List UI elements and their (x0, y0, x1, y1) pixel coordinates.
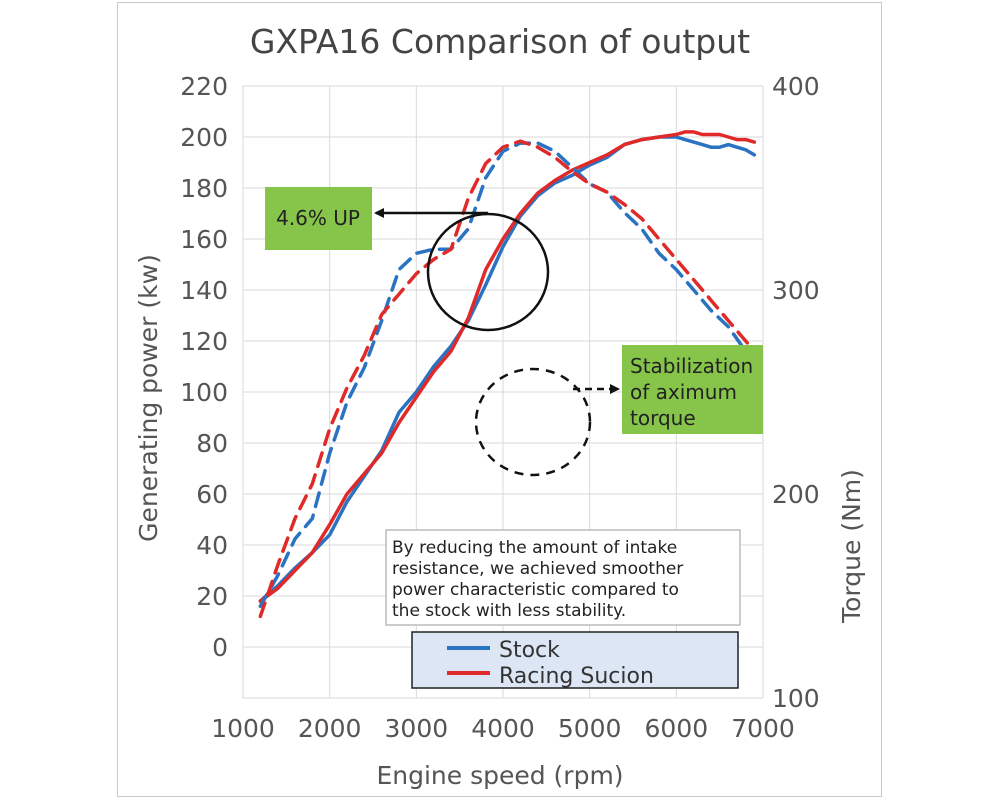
left-tick-label: 40 (196, 531, 228, 560)
legend-racing-label: Racing Sucion (499, 664, 654, 689)
x-tick-label: 6000 (645, 714, 709, 743)
x-tick-label: 3000 (385, 714, 449, 743)
power-line-racing-sucion (258, 130, 757, 603)
legend-stock-label: Stock (499, 638, 560, 663)
x-axis-ticks: 1000 2000 3000 4000 5000 6000 7000 (211, 714, 795, 743)
power-gain-box (265, 187, 372, 250)
power-line-stock (258, 135, 757, 603)
x-tick-label: 1000 (211, 714, 275, 743)
note-line-3: power characteristic compared to (392, 580, 679, 600)
legend-box (411, 631, 739, 689)
left-tick-label: 220 (180, 72, 228, 101)
left-tick-label: 160 (180, 225, 228, 254)
left-tick-label: 20 (196, 582, 228, 611)
note-line-2: resistance, we achieved smoother (392, 559, 683, 579)
torque-stability-circle (474, 367, 592, 477)
torque-stability-line-3: torque (630, 406, 696, 430)
left-tick-label: 100 (180, 378, 228, 407)
torque-stability-line-1: Stabilization (630, 354, 753, 378)
right-tick-label: 400 (772, 72, 820, 101)
right-tick-label: 100 (772, 684, 820, 713)
torque-stability-line-2: of aximum (630, 380, 737, 404)
left-tick-label: 180 (180, 174, 228, 203)
x-tick-label: 4000 (471, 714, 535, 743)
right-tick-label: 200 (772, 480, 820, 509)
left-tick-label: 200 (180, 123, 228, 152)
torque-line-stock (258, 141, 757, 608)
x-axis-label: Engine speed (rpm) (376, 761, 623, 790)
torque-line-racing-sucion (258, 139, 757, 619)
right-axis-label: Torque (Nm) (837, 469, 866, 624)
note-line-4: the stock with less stability. (392, 601, 626, 621)
left-tick-label: 60 (196, 480, 228, 509)
left-tick-label: 80 (196, 429, 228, 458)
x-tick-label: 7000 (731, 714, 795, 743)
power-gain-circle (426, 212, 550, 332)
torque-stability-box (622, 345, 763, 434)
note-box (385, 529, 741, 626)
power-gain-label: 4.6% UP (276, 206, 360, 230)
x-tick-label: 2000 (298, 714, 362, 743)
x-tick-label: 5000 (558, 714, 622, 743)
left-tick-label: 140 (180, 276, 228, 305)
chart-title: GXPA16 Comparison of output (250, 22, 750, 61)
left-axis-ticks: 0 20 40 60 80 100 120 140 160 180 200 220 (180, 72, 228, 662)
note-line-1: By reducing the amount of intake (392, 538, 677, 558)
left-tick-label: 0 (212, 633, 228, 662)
series-layer (258, 130, 757, 619)
right-axis-ticks: 100 200 300 400 (772, 72, 820, 713)
right-tick-label: 300 (772, 276, 820, 305)
left-tick-label: 120 (180, 327, 228, 356)
left-axis-label: Generating power (kw) (134, 254, 163, 542)
